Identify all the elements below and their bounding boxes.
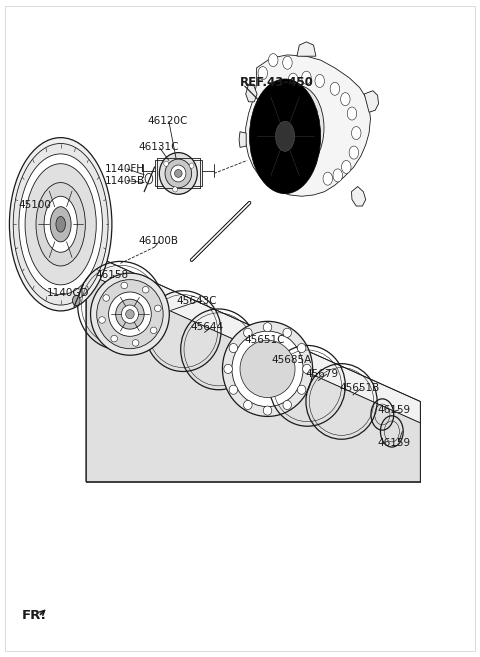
Ellipse shape: [189, 163, 194, 168]
Ellipse shape: [171, 165, 186, 182]
Ellipse shape: [155, 305, 161, 311]
Ellipse shape: [283, 400, 291, 409]
Ellipse shape: [297, 344, 306, 353]
Ellipse shape: [143, 286, 149, 293]
Ellipse shape: [243, 400, 252, 409]
Ellipse shape: [272, 85, 324, 170]
Text: 45100: 45100: [18, 200, 51, 210]
Ellipse shape: [250, 79, 321, 194]
Polygon shape: [364, 91, 379, 112]
Polygon shape: [86, 273, 420, 482]
Text: 1140FH: 1140FH: [105, 164, 145, 174]
Ellipse shape: [108, 292, 151, 336]
Ellipse shape: [278, 171, 288, 184]
Ellipse shape: [99, 317, 105, 323]
Ellipse shape: [13, 143, 108, 305]
Ellipse shape: [111, 335, 118, 342]
Ellipse shape: [44, 196, 77, 252]
Text: 46120C: 46120C: [147, 116, 188, 126]
Ellipse shape: [10, 137, 112, 311]
Ellipse shape: [132, 340, 139, 346]
Ellipse shape: [96, 280, 163, 349]
Ellipse shape: [150, 327, 157, 334]
Text: 46131C: 46131C: [138, 143, 179, 152]
Text: 45679: 45679: [305, 369, 338, 379]
Ellipse shape: [173, 187, 178, 192]
Polygon shape: [86, 252, 420, 423]
Text: REF.43-450: REF.43-450: [240, 76, 314, 89]
Ellipse shape: [222, 321, 312, 417]
Ellipse shape: [301, 71, 311, 84]
Ellipse shape: [342, 160, 351, 173]
Text: 46159: 46159: [378, 438, 411, 447]
Ellipse shape: [72, 295, 80, 306]
Text: 45644: 45644: [190, 322, 223, 332]
Ellipse shape: [315, 74, 324, 87]
Ellipse shape: [268, 166, 278, 179]
Ellipse shape: [283, 57, 292, 69]
Ellipse shape: [165, 159, 192, 188]
Ellipse shape: [175, 170, 182, 177]
Text: 45651C: 45651C: [245, 335, 285, 345]
Ellipse shape: [288, 73, 298, 86]
Text: FR.: FR.: [22, 608, 47, 622]
Ellipse shape: [263, 323, 272, 332]
Polygon shape: [351, 187, 366, 206]
Ellipse shape: [333, 169, 342, 182]
Ellipse shape: [36, 183, 85, 266]
Text: 45685A: 45685A: [272, 355, 312, 365]
Ellipse shape: [121, 282, 128, 288]
Text: 46159: 46159: [378, 405, 411, 415]
Ellipse shape: [25, 164, 96, 285]
Ellipse shape: [323, 172, 333, 185]
Ellipse shape: [229, 385, 238, 394]
Ellipse shape: [260, 154, 269, 167]
Ellipse shape: [121, 305, 138, 323]
Ellipse shape: [347, 107, 357, 120]
Ellipse shape: [283, 328, 291, 337]
Ellipse shape: [240, 340, 295, 397]
Text: 1140GD: 1140GD: [47, 288, 89, 298]
Ellipse shape: [164, 161, 168, 166]
Polygon shape: [246, 55, 371, 196]
Polygon shape: [239, 132, 246, 147]
Text: 46158: 46158: [96, 270, 129, 280]
Ellipse shape: [268, 54, 278, 66]
Ellipse shape: [280, 99, 316, 157]
Polygon shape: [297, 42, 316, 57]
Ellipse shape: [276, 122, 295, 151]
Ellipse shape: [349, 146, 359, 159]
Ellipse shape: [229, 344, 238, 353]
Ellipse shape: [91, 273, 169, 355]
Text: 46100B: 46100B: [138, 237, 178, 246]
Ellipse shape: [232, 331, 303, 407]
Text: 45651B: 45651B: [340, 384, 380, 394]
Ellipse shape: [302, 365, 311, 373]
Ellipse shape: [258, 66, 267, 79]
Polygon shape: [246, 84, 257, 102]
Ellipse shape: [297, 385, 306, 394]
Ellipse shape: [224, 365, 232, 373]
Ellipse shape: [243, 328, 252, 337]
Ellipse shape: [19, 154, 102, 294]
Ellipse shape: [145, 173, 153, 184]
Ellipse shape: [330, 82, 340, 95]
Ellipse shape: [159, 152, 197, 194]
Ellipse shape: [341, 93, 350, 106]
Ellipse shape: [263, 406, 272, 415]
Polygon shape: [155, 160, 202, 187]
Ellipse shape: [126, 309, 134, 319]
Text: 45643C: 45643C: [176, 296, 216, 306]
Ellipse shape: [50, 207, 71, 242]
Ellipse shape: [103, 295, 109, 301]
Ellipse shape: [351, 127, 361, 139]
Ellipse shape: [56, 216, 65, 232]
Ellipse shape: [116, 299, 144, 329]
Text: 11405B: 11405B: [105, 175, 145, 186]
